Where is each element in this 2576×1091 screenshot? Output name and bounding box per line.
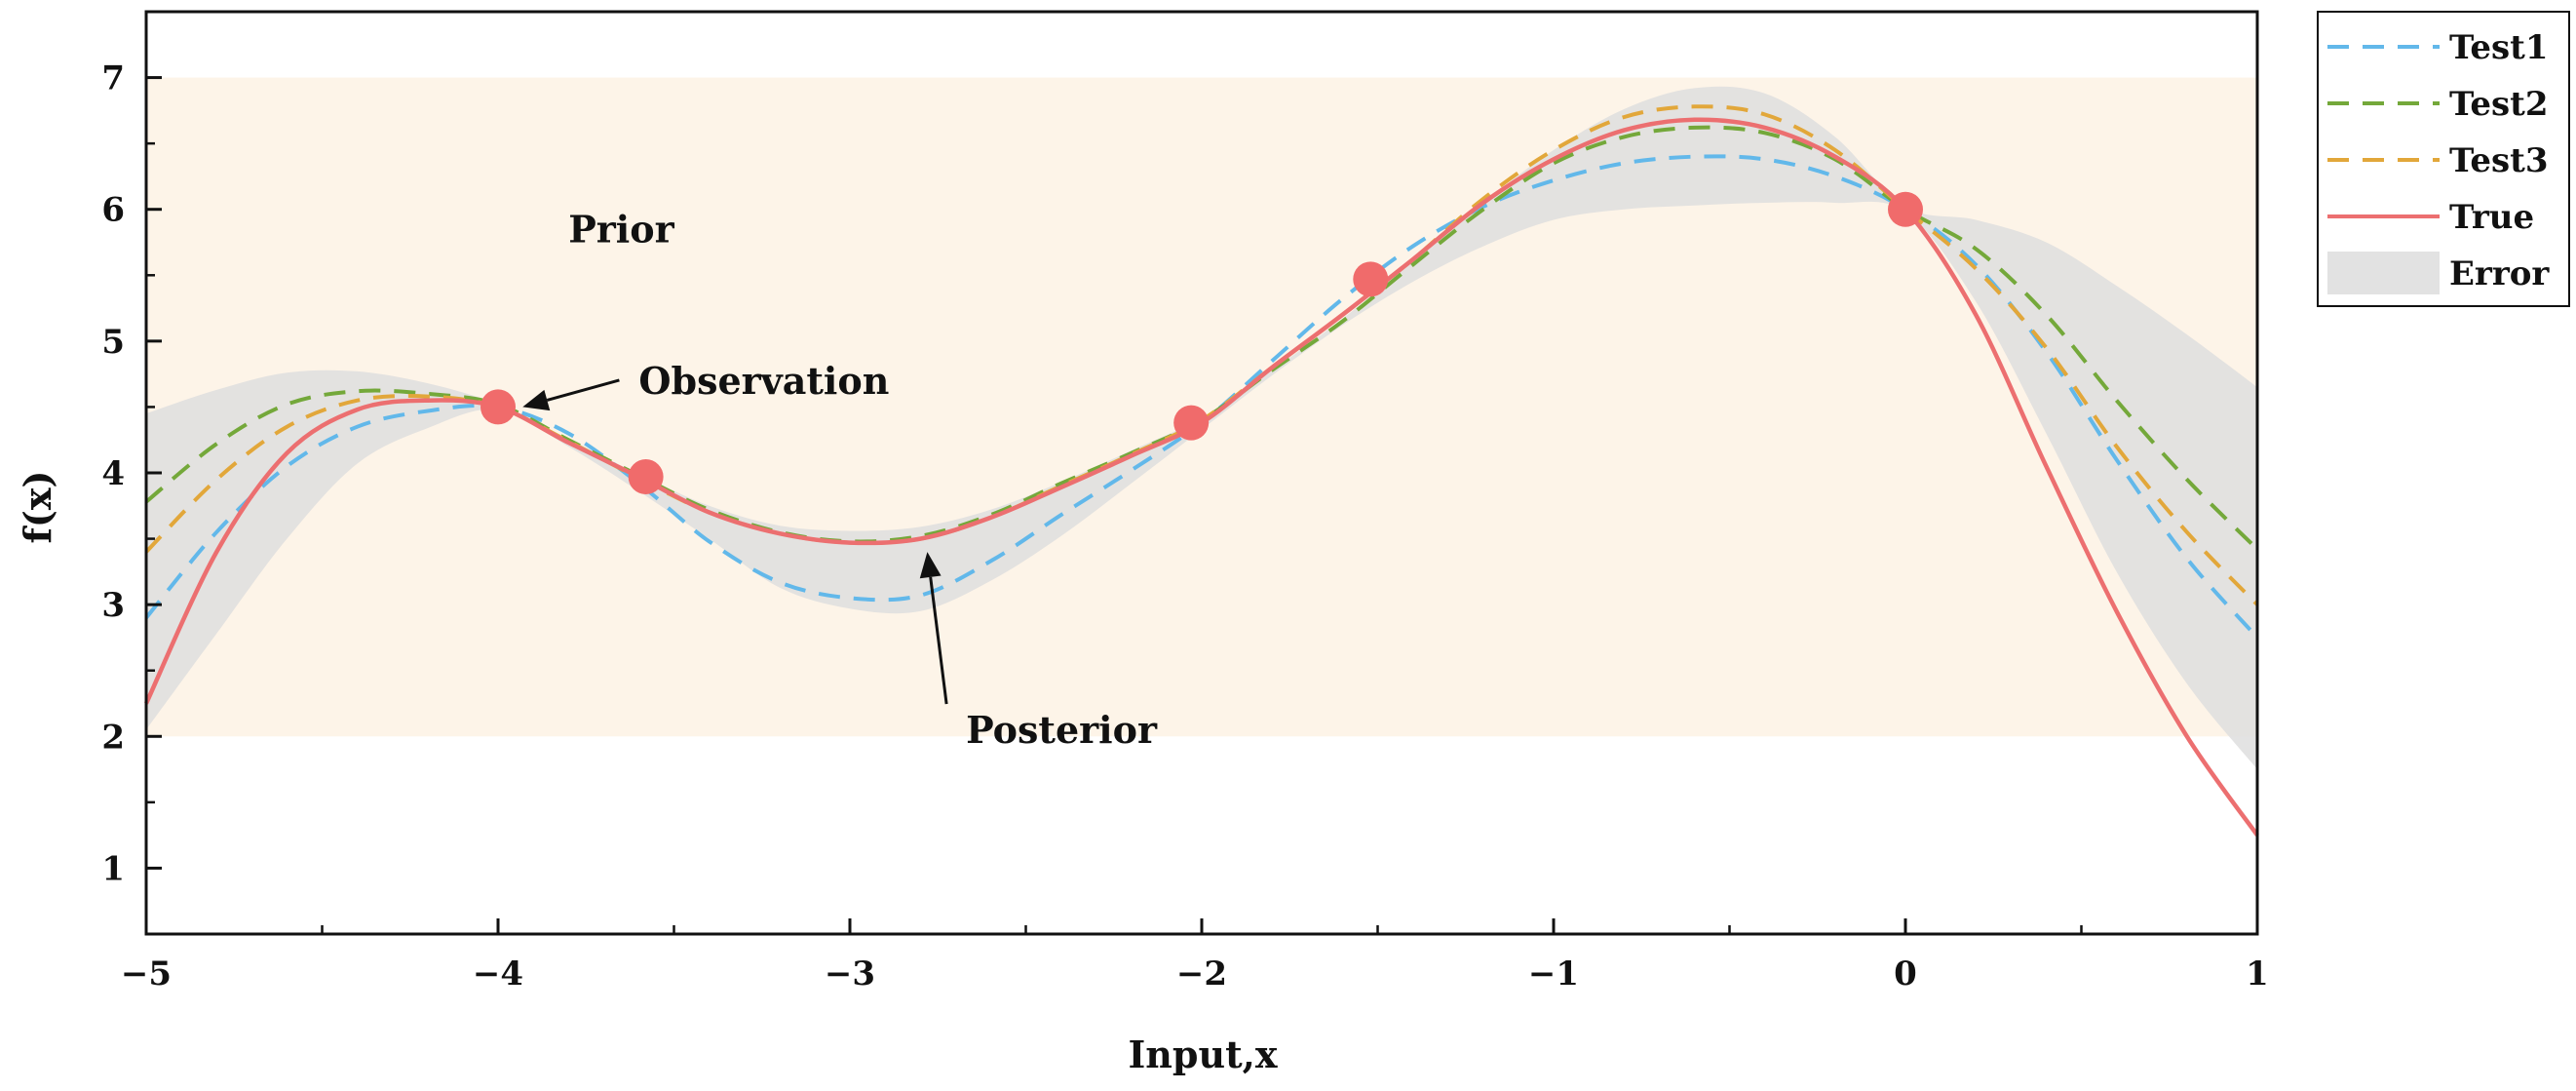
x-tick-label: −4 <box>473 955 523 994</box>
legend-test3-label: Test3 <box>2449 141 2549 180</box>
annotation-observation-label: Observation <box>638 359 889 403</box>
observation-point <box>628 459 664 495</box>
legend-error-swatch <box>2327 252 2440 294</box>
x-tick-label: −2 <box>1176 955 1227 994</box>
annotations: Prior Observation Posterior <box>522 208 1158 752</box>
annotation-posterior-arrow-head <box>919 552 942 579</box>
annotation-observation-arrow-line <box>546 378 620 402</box>
annotation-observation-arrow-head <box>522 389 551 411</box>
axes: −5 −4 −3 −2 −1 0 1 1 2 3 4 5 6 7 <box>101 10 2269 994</box>
legend-true-label: True <box>2449 198 2534 237</box>
annotation-posterior-label: Posterior <box>966 708 1158 752</box>
observation-point <box>481 389 516 425</box>
legend-test2-label: Test2 <box>2449 85 2549 124</box>
plot-area <box>143 77 2259 837</box>
observation-point <box>1888 191 1923 227</box>
annotation-posterior-arrow-line <box>929 576 948 705</box>
x-tick-label: −1 <box>1528 955 1579 994</box>
x-tick-label: 0 <box>1894 955 1917 994</box>
observation-point <box>1353 261 1389 297</box>
y-tick-label: 6 <box>101 191 125 230</box>
observation-point <box>1173 405 1210 441</box>
legend-test1-label: Test1 <box>2449 28 2549 67</box>
y-tick-label: 7 <box>101 59 125 98</box>
legend-error-label: Error <box>2449 254 2550 293</box>
x-tick-label: −5 <box>121 955 172 994</box>
legend: Test1 Test2 Test3 True Error <box>2317 11 2570 307</box>
y-tick-label: 2 <box>101 718 125 757</box>
annotation-prior-label: Prior <box>568 208 674 252</box>
y-tick-label: 5 <box>101 323 125 362</box>
y-tick-label: 3 <box>101 586 125 625</box>
x-tick-label: −3 <box>825 955 875 994</box>
y-tick-label: 1 <box>101 849 125 888</box>
y-tick-label: 4 <box>101 454 125 493</box>
x-axis-title: Input,x <box>1128 1033 1277 1076</box>
x-tick-label: 1 <box>2246 955 2269 994</box>
y-axis-title: f(x) <box>16 471 59 544</box>
